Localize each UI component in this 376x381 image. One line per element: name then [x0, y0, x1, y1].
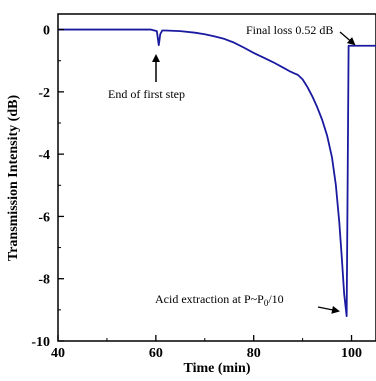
x-tick-label: 60	[149, 346, 163, 361]
x-tick-label: 80	[247, 346, 261, 361]
y-tick-label: -4	[38, 148, 50, 163]
y-tick-label: -2	[38, 86, 50, 101]
y-tick-label: -8	[38, 273, 50, 288]
final-loss-arrow	[339, 31, 356, 46]
x-axis-ticks: 40 60 80 100	[51, 335, 362, 361]
y-axis-ticks: 0 -2 -4 -6 -8 -10	[31, 24, 64, 350]
x-tick-label: 100	[341, 346, 362, 361]
acid-extraction-arrow	[317, 305, 340, 314]
plot-frame	[57, 13, 376, 342]
end-first-step-label: End of first step	[108, 87, 185, 101]
y-tick-label: -10	[31, 335, 50, 350]
y-tick-label: -6	[38, 210, 50, 225]
y-axis-title: Transmission Intensity (dB)	[6, 95, 21, 262]
x-tick-label: 40	[51, 346, 65, 361]
final-loss-label: Final loss 0.52 dB	[246, 23, 333, 37]
transmission-series-line	[58, 28, 376, 317]
acid-extraction-label: Acid extraction at P~P0/10	[155, 292, 284, 308]
y-tick-label: 0	[43, 24, 50, 39]
x-axis-title: Time (min)	[183, 361, 250, 376]
